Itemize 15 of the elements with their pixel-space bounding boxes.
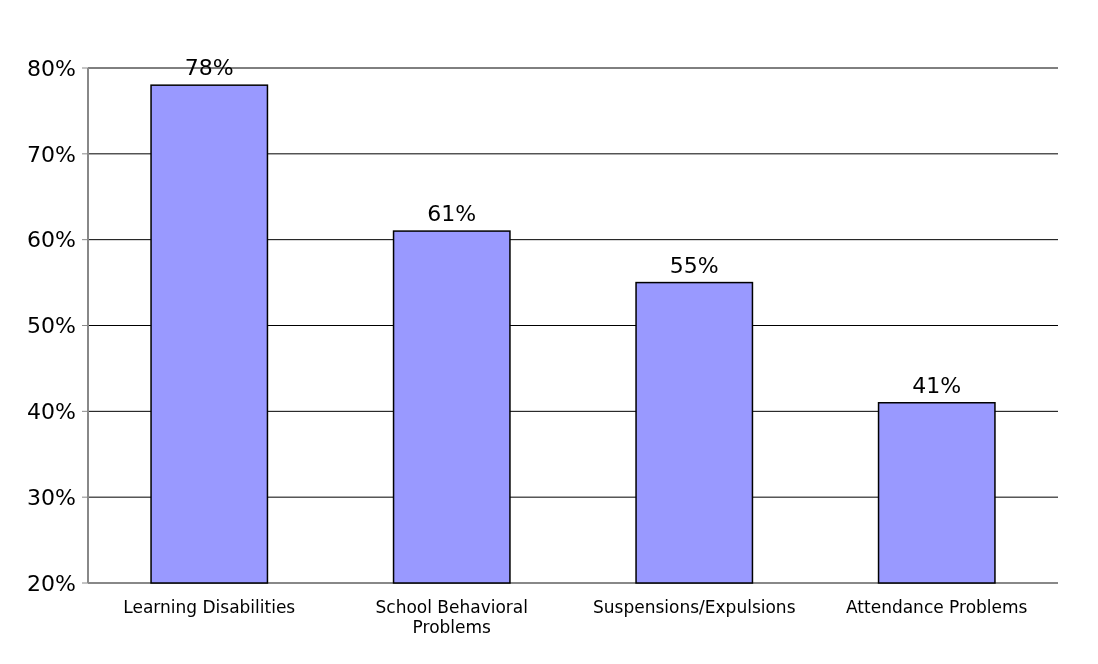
y-tick-label: 40% bbox=[27, 399, 76, 425]
data-label: 55% bbox=[669, 252, 719, 278]
y-tick-label: 70% bbox=[27, 141, 76, 167]
y-tick-label: 60% bbox=[27, 227, 76, 253]
x-tick-label: School Behavioral Problems bbox=[375, 597, 528, 638]
data-label: 61% bbox=[427, 201, 477, 227]
y-tick-label: 80% bbox=[27, 55, 76, 81]
y-tick-label: 50% bbox=[27, 313, 76, 339]
x-tick-label: Attendance Problems bbox=[846, 597, 1028, 617]
x-tick-label: Learning Disabilities bbox=[123, 597, 296, 617]
data-label: 41% bbox=[912, 372, 962, 398]
y-tick-label: 20% bbox=[27, 570, 76, 596]
data-label: 78% bbox=[184, 55, 234, 81]
y-tick-label: 30% bbox=[27, 484, 76, 510]
x-tick-label: Suspensions/Expulsions bbox=[593, 597, 796, 617]
